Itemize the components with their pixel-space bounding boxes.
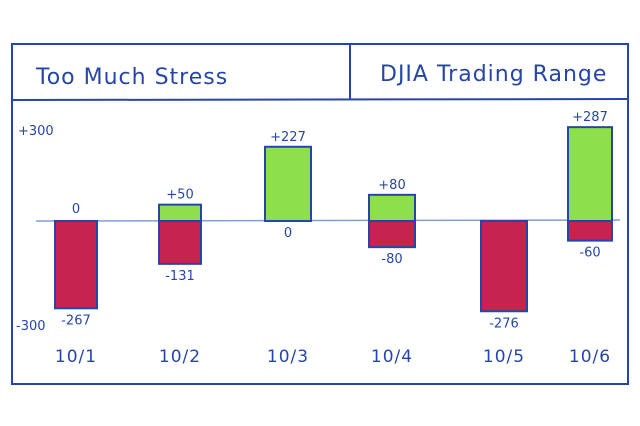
left-title: Too Much Stress	[35, 65, 228, 90]
gain-bar-10-6	[567, 126, 613, 222]
gain-label-3: +80	[378, 178, 405, 193]
date-label-2: 10/3	[267, 347, 309, 367]
y-tick-top: +300	[18, 124, 54, 139]
loss-label-0: -267	[61, 313, 91, 328]
header-divider	[11, 98, 629, 101]
loss-label-3: -80	[381, 252, 402, 267]
loss-label-2: 0	[284, 226, 292, 241]
loss-bar-10-2	[158, 220, 202, 265]
zero-line	[35, 219, 621, 222]
loss-bar-10-5	[480, 220, 528, 313]
chart-frame	[11, 43, 629, 385]
date-label-1: 10/2	[159, 347, 201, 367]
gain-label-2: +227	[270, 130, 306, 145]
gain-label-1: +50	[166, 188, 193, 203]
gain-bar-10-2	[158, 203, 202, 222]
right-title: DJIA Trading Range	[380, 62, 607, 87]
gain-bar-10-3	[264, 145, 312, 222]
gain-label-0: 0	[72, 202, 80, 217]
date-label-4: 10/5	[483, 347, 525, 367]
date-label-5: 10/6	[569, 347, 611, 367]
date-label-0: 10/1	[55, 347, 97, 367]
loss-bar-10-1	[54, 220, 98, 310]
loss-label-1: -131	[165, 269, 195, 284]
labels-group: 0 -267 10/1 +50 -131 10/2 +227 0 10/3 +80 -80 10/4 -…	[55, 110, 611, 367]
gain-bar-10-4	[368, 193, 416, 222]
loss-label-4: -276	[489, 316, 519, 331]
loss-bar-10-4	[368, 220, 416, 249]
loss-label-5: -60	[579, 246, 600, 261]
gain-label-5: +287	[572, 110, 608, 125]
date-label-3: 10/4	[371, 347, 413, 367]
y-tick-bottom: -300	[16, 319, 46, 334]
loss-bar-10-6	[567, 220, 613, 242]
bars-group	[54, 126, 613, 313]
